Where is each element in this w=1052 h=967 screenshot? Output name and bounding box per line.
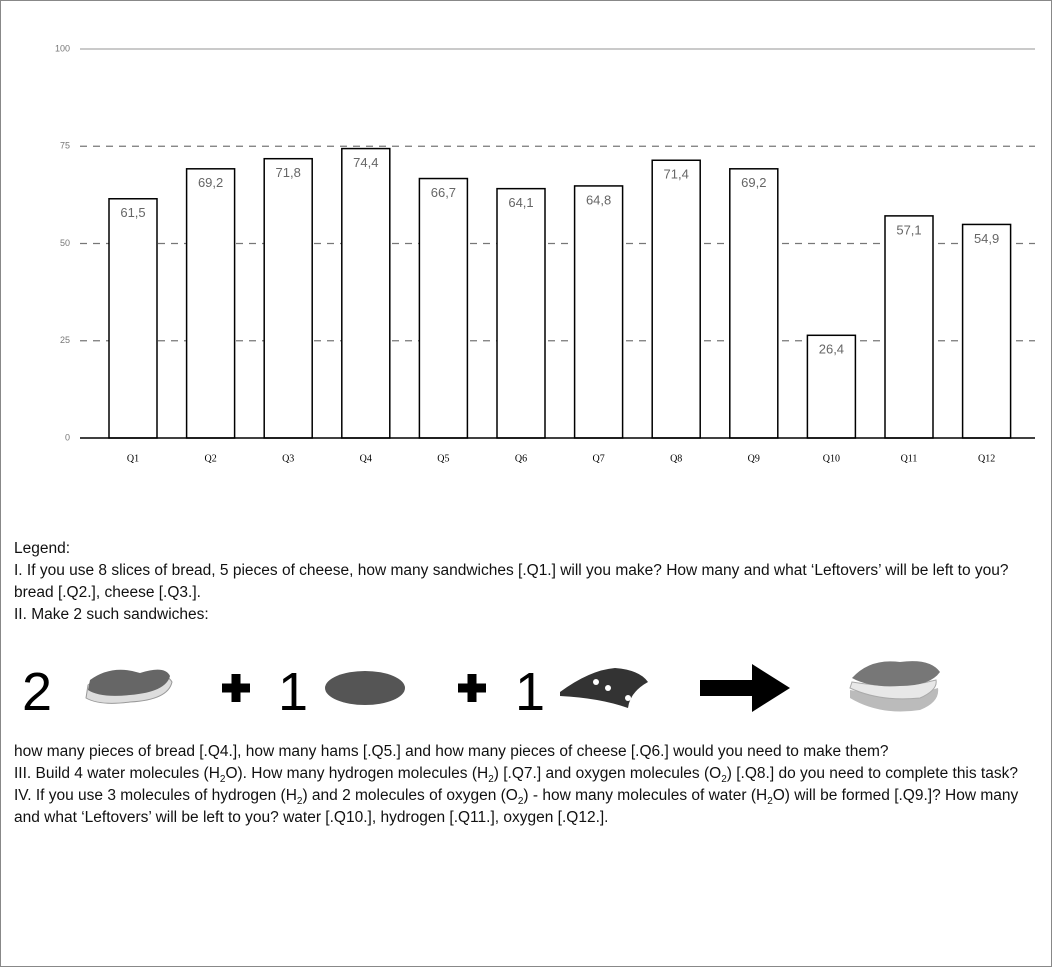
- x-tick-label: Q10: [823, 453, 840, 464]
- value-label: 64,8: [586, 192, 611, 207]
- x-tick-label: Q11: [901, 453, 918, 464]
- legend-paragraph: I. If you use 8 slices of bread, 5 piece…: [14, 560, 1044, 604]
- x-tick-label: Q5: [437, 453, 449, 464]
- bar: [806, 334, 857, 439]
- subscript: 2: [488, 774, 494, 786]
- x-tick-label: Q7: [592, 453, 604, 464]
- x-tick-label: Q3: [282, 453, 294, 464]
- equation-number: 2: [22, 662, 52, 722]
- bar: [729, 168, 779, 439]
- ham-icon: [325, 671, 405, 705]
- legend-questions: how many pieces of bread [.Q4.], how man…: [14, 741, 1044, 829]
- chart: 0 25 50 75 100 Q1 61,5 Q2 69,2 Q3 71,8 Q4 74,4 Q5 66,7…: [55, 43, 1035, 464]
- legend-paragraph: III. Build 4 water molecules (H2O). How …: [14, 763, 1044, 785]
- text-run: ) [.Q8.] do you need to complete this ta…: [726, 765, 1018, 782]
- text-run: III. Build 4 water molecules (H: [14, 765, 220, 782]
- text-run: IV. If you use 3 molecules of hydrogen (…: [14, 787, 297, 804]
- text-run: O). How many hydrogen molecules (H: [225, 765, 489, 782]
- value-label: 26,4: [819, 342, 844, 357]
- text-run: ) - how many molecules of water (H: [523, 787, 768, 804]
- bar: [341, 147, 391, 439]
- value-label: 69,2: [198, 175, 223, 190]
- subscript: 2: [296, 796, 303, 808]
- legend-paragraph: II. Make 2 such sandwiches:: [14, 604, 1044, 626]
- x-tick-label: Q8: [670, 453, 682, 464]
- bar: [418, 177, 469, 439]
- subscript: 2: [767, 796, 773, 808]
- value-label: 64,1: [508, 195, 533, 210]
- bar: [263, 157, 313, 439]
- x-tick-label: Q12: [978, 453, 995, 464]
- value-label: 61,5: [120, 205, 145, 220]
- text-run: ) [.Q7.] and oxygen molecules (O: [493, 765, 722, 782]
- text-run: how many pieces of bread [.Q4.], how man…: [14, 743, 889, 760]
- text-run: ) and 2 molecules of oxygen (O: [302, 787, 518, 804]
- text-run: II. Make 2 such sandwiches:: [14, 606, 209, 623]
- legend-paragraph: how many pieces of bread [.Q4.], how man…: [14, 741, 1044, 763]
- bar: [884, 215, 934, 439]
- y-tick-label: 50: [60, 238, 70, 248]
- value-label: 69,2: [741, 175, 766, 190]
- bar: [496, 187, 546, 439]
- value-label: 71,8: [276, 165, 301, 180]
- x-tick-label: Q6: [515, 453, 527, 464]
- subscript: 2: [721, 774, 727, 786]
- arrow: [700, 664, 790, 712]
- y-tick-label: 75: [60, 141, 70, 151]
- value-label: 74,4: [353, 155, 378, 170]
- y-tick-label: 25: [60, 335, 70, 345]
- value-label: 71,4: [664, 167, 689, 182]
- bar: [108, 198, 158, 439]
- bread-icon-top: [88, 669, 170, 696]
- y-tick-label: 100: [55, 43, 70, 53]
- y-tick-label: 0: [65, 432, 70, 442]
- bar: [573, 185, 624, 439]
- x-tick-label: Q4: [360, 453, 372, 464]
- x-tick-label: Q2: [204, 453, 216, 464]
- value-label: 57,1: [896, 222, 921, 237]
- value-label: 54,9: [974, 231, 999, 246]
- legend-paragraph: IV. If you use 3 molecules of hydrogen (…: [14, 785, 1044, 829]
- bar: [961, 223, 1012, 439]
- legend-intro: Legend: I. If you use 8 slices of bread,…: [14, 538, 1044, 626]
- equation-number: 1: [278, 662, 308, 722]
- plus-sign: [222, 674, 250, 702]
- subscript: 2: [219, 774, 226, 786]
- x-tick-label: Q1: [127, 453, 139, 464]
- cheese-icon: [560, 668, 648, 708]
- text-run: O) will be formed [.Q9.]? How many and w…: [14, 787, 1019, 826]
- text-run: I. If you use 8 slices of bread, 5 piece…: [14, 562, 1009, 601]
- bar: [651, 159, 701, 439]
- equation: 2 1 1: [22, 661, 940, 722]
- value-label: 66,7: [431, 185, 456, 200]
- equation-number: 1: [515, 662, 545, 722]
- sandwich-icon-top: [852, 661, 940, 687]
- subscript: 2: [517, 796, 524, 808]
- x-tick-label: Q9: [748, 453, 760, 464]
- plus-sign: [458, 674, 486, 702]
- legend-heading: Legend:: [14, 540, 71, 557]
- bar: [185, 168, 236, 439]
